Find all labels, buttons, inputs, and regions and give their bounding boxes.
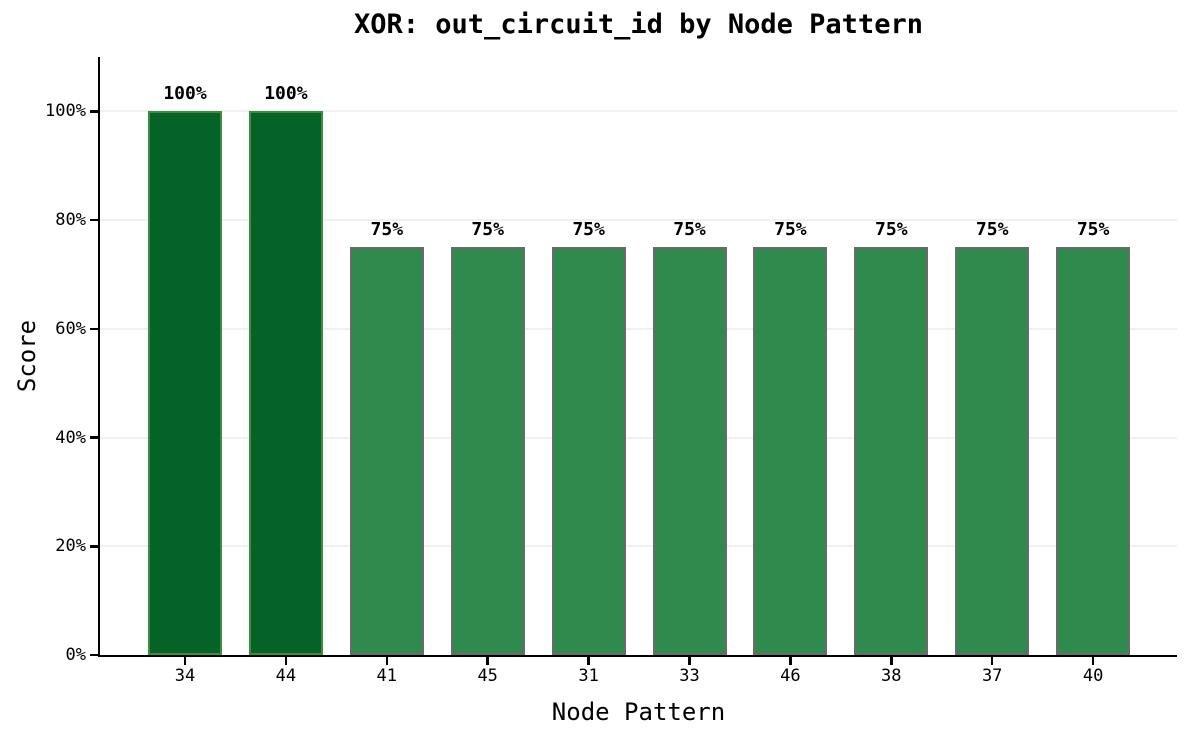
bar-value-label: 100%	[264, 83, 308, 105]
x-tick-label: 41	[376, 666, 398, 686]
x-tick-mark	[890, 657, 893, 665]
gridline	[100, 545, 1177, 548]
bar-value-label: 75%	[572, 219, 605, 241]
bar-value-label: 75%	[370, 219, 404, 241]
bar-value-label: 75%	[1076, 219, 1110, 241]
bar-value-label: 75%	[774, 219, 807, 241]
bar-value-label: 100%	[163, 83, 207, 105]
y-tick-label: 20%	[55, 536, 86, 557]
bar	[450, 247, 525, 655]
x-tick-mark	[183, 657, 187, 665]
y-tick-label: 60%	[55, 318, 86, 339]
x-tick-label: 46	[780, 666, 801, 686]
bar-value-label: 75%	[471, 219, 504, 241]
chart-title: XOR: out_circuit_id by Node Pattern	[354, 9, 923, 40]
bar	[854, 247, 929, 655]
x-tick-label: 40	[1082, 666, 1104, 686]
x-tick-label: 34	[174, 666, 196, 686]
x-axis-spine	[97, 654, 1177, 657]
bar	[753, 247, 828, 655]
y-tick-label: 80%	[55, 210, 86, 231]
bar	[248, 111, 323, 655]
x-tick-mark	[789, 657, 792, 665]
x-tick-mark	[587, 657, 590, 665]
x-tick-label: 44	[275, 666, 297, 686]
bar	[1056, 247, 1131, 655]
x-tick-mark	[284, 657, 288, 665]
x-tick-mark	[385, 657, 389, 665]
y-axis-spine	[97, 57, 100, 657]
bar-value-label: 75%	[673, 219, 706, 241]
x-tick-mark	[990, 657, 994, 665]
gridline	[100, 327, 1177, 330]
x-tick-label: 31	[578, 666, 599, 686]
bar	[148, 111, 222, 655]
x-tick-label: 38	[881, 666, 902, 686]
gridline	[100, 110, 1177, 113]
x-tick-mark	[486, 657, 489, 665]
y-tick-mark	[90, 436, 98, 439]
y-tick-mark	[90, 110, 98, 113]
y-tick-mark	[90, 218, 98, 222]
y-tick-label: 0%	[65, 645, 86, 665]
bar	[551, 247, 626, 655]
bar	[349, 247, 424, 655]
x-tick-label: 33	[679, 666, 700, 686]
bar-value-label: 75%	[875, 219, 908, 241]
gridline	[100, 219, 1177, 222]
x-tick-label: 37	[981, 666, 1003, 686]
y-tick-label: 40%	[55, 427, 86, 448]
y-tick-mark	[90, 653, 98, 657]
gridline	[100, 436, 1177, 439]
bar-value-label: 75%	[975, 219, 1009, 241]
bar	[955, 247, 1030, 655]
x-tick-mark	[688, 657, 691, 665]
y-tick-mark	[90, 327, 98, 331]
y-tick-label: 100%	[45, 101, 86, 122]
x-axis-label: Node Pattern	[551, 698, 726, 726]
plot-area: 100% 100% 75% 75% 75% 75% 75% 75% 75% 75%	[100, 57, 1177, 655]
bar	[652, 247, 727, 655]
y-tick-mark	[90, 545, 98, 548]
x-tick-label: 45	[477, 666, 498, 686]
x-tick-mark	[1091, 657, 1095, 665]
